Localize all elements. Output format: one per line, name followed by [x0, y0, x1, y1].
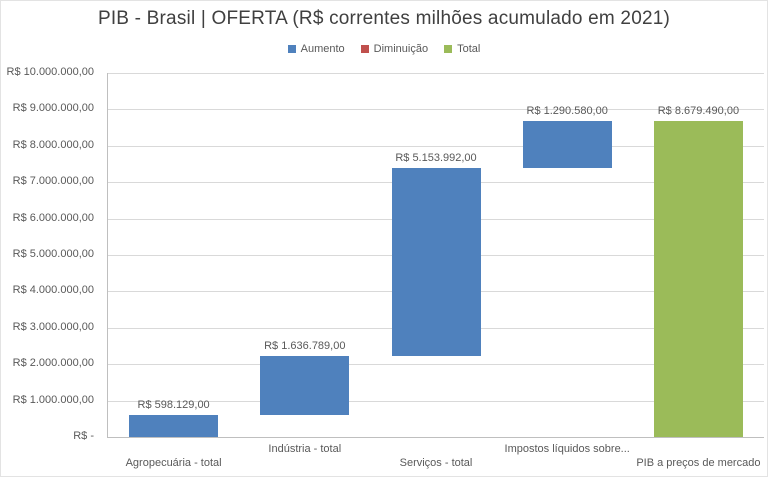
- category-label-industria-total: Indústria - total: [268, 443, 342, 455]
- category-label-agropecuaria-total: Agropecuária - total: [125, 457, 222, 469]
- bar-value-label: R$ 5.153.992,00: [395, 152, 477, 165]
- bar-industria-total: [260, 355, 350, 416]
- legend-item-diminuicao: Diminuição: [360, 43, 429, 55]
- gridline: [108, 364, 764, 366]
- plot-area: R$ 598.129,00 Agropecuária - total R$ 1.63…: [107, 73, 764, 469]
- y-tick-label: R$ -: [73, 430, 94, 442]
- y-tick-label: R$ 8.000.000,00: [12, 138, 94, 151]
- bar-value-label: R$ 1.290.580,00: [526, 105, 608, 118]
- y-tick-label: R$ 10.000.000,00: [6, 66, 94, 78]
- legend-item-aumento: Aumento: [287, 43, 345, 55]
- y-tick-label: R$ 2.000.000,00: [12, 357, 94, 370]
- gridline: [108, 400, 764, 402]
- y-tick-label: R$ 3.000.000,00: [12, 320, 94, 333]
- bar-servicos-total: [391, 168, 481, 356]
- category-label-pib-a-precos-de-mercado: PIB a preços de mercado: [636, 457, 761, 469]
- gridline: [108, 145, 764, 147]
- bar-value-label: R$ 1.636.789,00: [264, 339, 346, 352]
- y-tick-label: R$ 7.000.000,00: [12, 175, 94, 188]
- legend-swatch-icon: [360, 45, 369, 53]
- y-tick-label: R$ 5.000.000,00: [12, 248, 94, 260]
- legend-item-total: Total: [444, 43, 480, 55]
- category-label-impostos-liquidos-sobre: Impostos líquidos sobre...: [504, 443, 630, 455]
- legend-label: Total: [457, 43, 481, 55]
- legend-swatch-icon: [444, 45, 453, 53]
- legend-label: Diminuição: [373, 43, 429, 55]
- y-axis-labels: R$ - R$ 1.000.000,00 R$ 2.000.000,00 R$ 3.0…: [1, 66, 100, 442]
- y-tick-label: R$ 9.000.000,00: [12, 102, 94, 115]
- category-label-servicos-total: Serviços - total: [399, 457, 473, 469]
- gridline: [108, 109, 764, 111]
- legend-label: Aumento: [300, 43, 345, 55]
- legend: Aumento Diminuição Total: [1, 43, 767, 55]
- gridline: [108, 73, 764, 74]
- y-tick-label: R$ 6.000.000,00: [12, 211, 94, 224]
- bar-value-label: R$ 8.679.490,00: [657, 105, 740, 118]
- legend-swatch-icon: [287, 45, 296, 53]
- chart-title: PIB - Brasil | OFERTA (R$ correntes milh…: [97, 8, 671, 29]
- y-tick-label: R$ 4.000.000,00: [12, 284, 94, 297]
- bar-impostos-liquidos-sobre: [522, 121, 612, 169]
- y-tick-label: R$ 1.000.000,00: [12, 393, 94, 406]
- bar-agropecuaria-total: [129, 415, 219, 437]
- bar-pib-a-precos-de-mercado: [653, 121, 743, 437]
- bar-value-label: R$ 598.129,00: [137, 399, 210, 412]
